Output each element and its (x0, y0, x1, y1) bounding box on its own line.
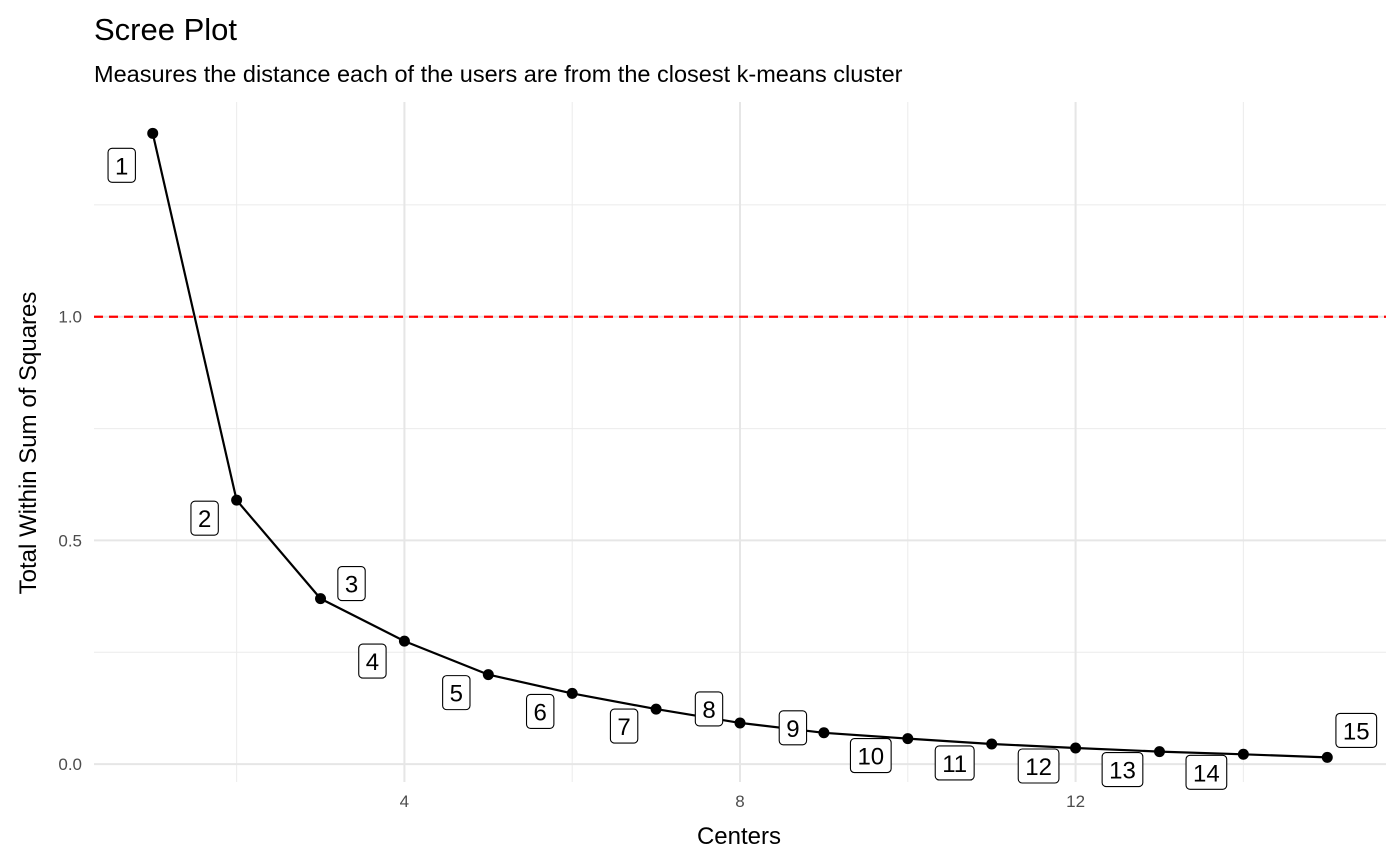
point-label: 8 (694, 691, 724, 727)
point-label-text: 1 (115, 153, 128, 180)
data-point (231, 494, 243, 506)
point-label-box (525, 693, 555, 729)
x-tick-label: 8 (735, 792, 744, 811)
point-label-text: 14 (1193, 760, 1220, 787)
point-label-box (1017, 748, 1060, 784)
point-label-text: 6 (534, 699, 547, 726)
point-label-box (1101, 752, 1144, 788)
point-label-text: 2 (198, 506, 211, 533)
point-label: 7 (609, 708, 639, 744)
data-point (566, 687, 578, 699)
point-label-box (1335, 712, 1378, 748)
point-label-text: 4 (366, 649, 379, 676)
point-label: 11 (934, 745, 975, 781)
point-label-box (190, 500, 219, 536)
data-point (1237, 748, 1249, 760)
point-label-text: 10 (857, 744, 884, 771)
point-label-text: 11 (942, 751, 967, 778)
point-label-box (442, 675, 471, 711)
point-label: 15 (1335, 712, 1378, 748)
point-label-box (337, 566, 366, 602)
point-label-text: 5 (450, 681, 463, 708)
data-point (734, 717, 746, 729)
point-label: 4 (358, 643, 387, 679)
data-point (147, 127, 159, 139)
data-point (398, 635, 410, 647)
point-label: 12 (1017, 748, 1060, 784)
data-point (818, 727, 830, 739)
data-point (315, 593, 327, 605)
point-label-box (107, 147, 136, 183)
data-point (1070, 742, 1082, 754)
data-points (147, 127, 1333, 763)
chart-title: Scree Plot (94, 12, 237, 47)
point-label-box (849, 738, 892, 774)
data-point (902, 733, 914, 745)
point-label: 9 (778, 710, 808, 746)
point-label: 10 (849, 738, 892, 774)
x-tick-label: 4 (400, 792, 409, 811)
point-label-box (694, 691, 724, 727)
point-label: 14 (1185, 754, 1228, 790)
point-label-text: 15 (1343, 718, 1370, 745)
point-label: 1 (107, 147, 136, 183)
data-point (1321, 751, 1333, 763)
tick-labels: 4 8 12 0.0 0.5 1.0 (58, 308, 1085, 811)
point-label-box (778, 710, 808, 746)
y-tick-label: 0.5 (58, 531, 82, 550)
point-label-box (358, 643, 387, 679)
x-tick-label: 12 (1066, 792, 1085, 811)
point-label-text: 13 (1109, 758, 1136, 785)
y-axis-title: Total Within Sum of Squares (15, 292, 42, 595)
data-point (986, 738, 998, 750)
y-tick-label: 0.0 (58, 755, 82, 774)
point-label-text: 12 (1025, 754, 1052, 781)
point-label-box (934, 745, 975, 781)
data-point (1153, 746, 1165, 758)
point-label-text: 8 (702, 697, 715, 724)
data-point (650, 703, 662, 715)
point-label: 2 (190, 500, 219, 536)
point-label-box (609, 708, 639, 744)
chart-subtitle: Measures the distance each of the users … (94, 61, 903, 87)
point-label-text: 7 (617, 714, 630, 741)
point-label-box (1185, 754, 1228, 790)
point-label: 13 (1101, 752, 1144, 788)
data-point (482, 669, 494, 681)
point-label-text: 3 (345, 572, 358, 599)
x-axis-title: Centers (697, 823, 781, 850)
plot-grid (94, 102, 1386, 782)
point-label: 3 (337, 566, 366, 602)
point-label-text: 9 (786, 716, 799, 743)
y-tick-label: 1.0 (58, 308, 82, 327)
point-label: 6 (525, 693, 555, 729)
point-label: 5 (442, 675, 471, 711)
